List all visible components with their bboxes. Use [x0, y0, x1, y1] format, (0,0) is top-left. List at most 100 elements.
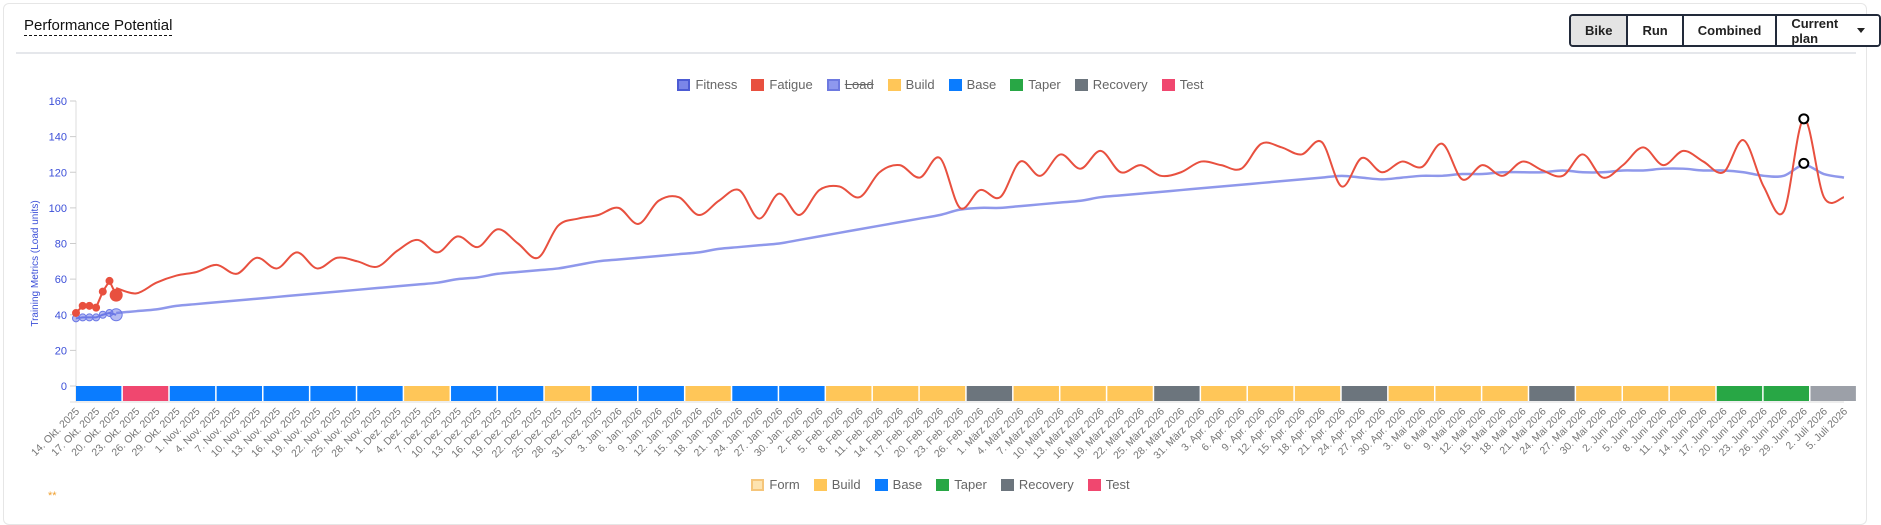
phase-legend: Form Build Base Taper Recovery Test	[0, 477, 1881, 492]
legend-swatch	[1074, 78, 1088, 91]
phase-block-build	[826, 386, 872, 401]
legend-label: Test	[1105, 477, 1130, 492]
phase-block-base	[638, 386, 684, 401]
phase-block-base	[76, 386, 122, 401]
highlight-point-fatigue	[1798, 113, 1810, 125]
phase-block-build	[404, 386, 450, 401]
y-tick-label: 160	[49, 96, 67, 108]
legend-item-base[interactable]: Base	[874, 477, 923, 492]
actual-point-fitness	[92, 313, 101, 322]
y-tick-label: 60	[55, 274, 67, 286]
actual-point-fitness	[109, 308, 123, 322]
phase-block-recovery	[1529, 386, 1575, 401]
y-tick-label: 80	[55, 239, 67, 251]
current-plan-label: Current plan	[1791, 15, 1839, 46]
actual-point-fatigue	[109, 288, 123, 302]
phase-block-build	[1576, 386, 1622, 401]
phase-block-recovery	[1154, 386, 1200, 401]
phase-block-base	[169, 386, 216, 401]
legend-item-test[interactable]: Test	[1087, 477, 1130, 492]
phase-block-build	[1201, 386, 1247, 401]
legend-label: Taper	[954, 477, 987, 492]
series-line-fatigue	[115, 117, 1845, 295]
y-tick-label: 100	[49, 203, 67, 215]
legend-label: Recovery	[1018, 477, 1074, 492]
legend-item-test[interactable]: Test	[1161, 77, 1204, 92]
phase-block-build	[1294, 386, 1341, 401]
phase-block-base	[497, 386, 544, 401]
legend-item-recovery[interactable]: Recovery	[1000, 477, 1074, 492]
y-tick-label: 20	[55, 345, 67, 357]
legend-item-fatigue[interactable]: Fatigue	[751, 77, 813, 92]
phase-block-build	[544, 386, 591, 401]
phase-block-base	[779, 386, 825, 401]
legend-label: Test	[1179, 77, 1204, 92]
legend-label: Fitness	[695, 77, 738, 92]
legend-item-taper[interactable]: Taper	[1010, 77, 1061, 92]
legend-label: Build	[905, 77, 935, 92]
y-tick-label: 140	[49, 132, 67, 144]
legend-swatch	[1161, 78, 1175, 91]
legend-item-base[interactable]: Base	[948, 77, 996, 92]
footnote-marker: **	[48, 490, 57, 502]
page-title[interactable]: Performance Potential	[24, 17, 173, 36]
legend-label: Base	[892, 477, 923, 492]
phase-block-recovery	[1341, 386, 1388, 401]
legend-item-build[interactable]: Build	[813, 477, 861, 492]
phase-block-build	[1669, 386, 1716, 401]
phase-block-build	[1060, 386, 1106, 401]
run-button[interactable]: Run	[1628, 16, 1684, 45]
y-tick-label: 120	[49, 167, 67, 179]
legend-swatch	[1087, 478, 1101, 491]
legend-item-form[interactable]: Form	[751, 477, 800, 492]
legend-swatch	[948, 78, 962, 91]
phase-block-base	[732, 386, 778, 401]
series-line-fitness	[116, 163, 1845, 315]
actual-point-fatigue	[98, 287, 107, 296]
legend-label: Load	[844, 77, 874, 92]
legend-swatch	[936, 478, 950, 491]
phase-block-build	[1388, 386, 1434, 401]
caret-down-icon	[1857, 28, 1865, 33]
legend-label: Recovery	[1092, 77, 1148, 92]
phase-block-build	[1482, 386, 1528, 401]
sport-toggle-group: Bike Run Combined Current plan	[1569, 14, 1881, 47]
legend-label: Build	[831, 477, 861, 492]
bike-button[interactable]: Bike	[1571, 16, 1629, 45]
highlight-point-fitness	[1798, 157, 1810, 169]
legend-swatch	[751, 78, 765, 91]
actual-point-fatigue	[78, 301, 87, 310]
phase-block-test	[122, 386, 169, 401]
legend-item-recovery[interactable]: Recovery	[1074, 77, 1148, 92]
phase-block-build	[685, 386, 731, 401]
legend-swatch	[1010, 78, 1024, 91]
header-divider	[16, 52, 1856, 54]
phase-block-base	[357, 386, 403, 401]
phase-block-other	[1810, 386, 1856, 401]
phase-block-build	[1435, 386, 1481, 401]
phase-block-build	[1107, 386, 1153, 401]
legend-label: Form	[769, 477, 800, 492]
y-tick-label: 40	[55, 310, 67, 322]
actual-point-fatigue	[72, 308, 80, 317]
legend-item-fitness[interactable]: Fitness	[677, 77, 737, 92]
y-tick-label: 0	[61, 381, 67, 393]
legend-item-load[interactable]: Load	[826, 77, 874, 92]
legend-swatch	[813, 478, 827, 491]
legend-swatch	[887, 78, 901, 91]
actual-point-fitness	[85, 313, 94, 322]
phase-block-base	[216, 386, 263, 401]
legend-swatch	[874, 478, 888, 491]
legend-swatch	[1000, 478, 1014, 491]
phase-block-base	[591, 386, 638, 401]
actual-point-fatigue	[105, 276, 114, 285]
legend-swatch	[826, 78, 840, 91]
phase-block-base	[263, 386, 309, 401]
legend-item-taper[interactable]: Taper	[936, 477, 987, 492]
actual-point-fitness	[78, 313, 87, 322]
combined-button[interactable]: Combined	[1683, 16, 1778, 45]
current-plan-dropdown[interactable]: Current plan	[1777, 16, 1879, 45]
legend-item-build[interactable]: Build	[887, 77, 935, 92]
actual-point-fatigue	[85, 301, 94, 310]
phase-block-build	[1013, 386, 1059, 401]
